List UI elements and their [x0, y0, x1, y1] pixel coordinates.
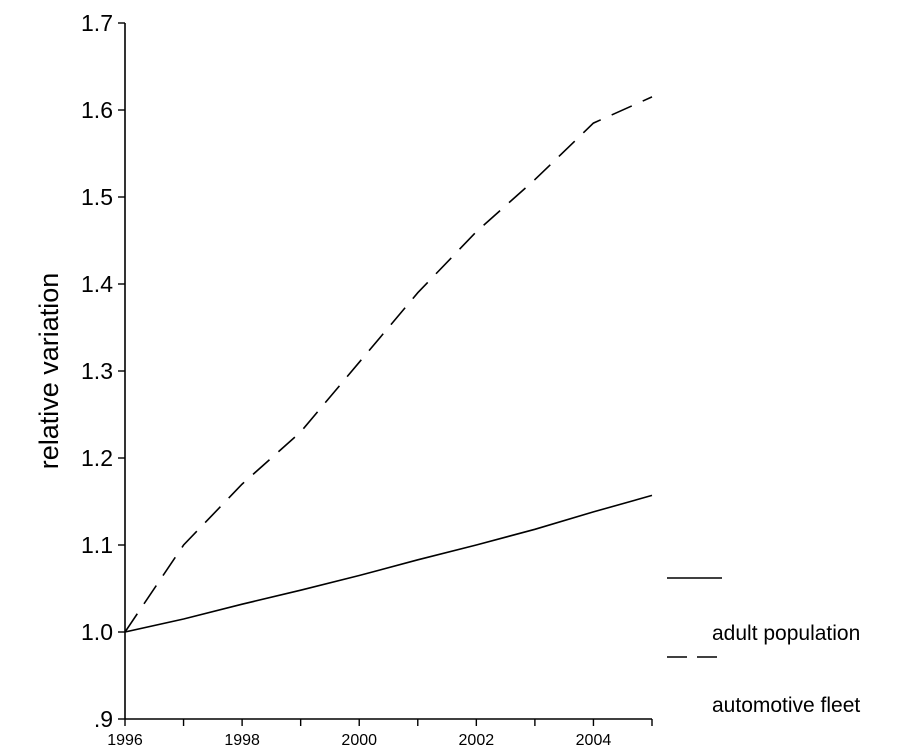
- y-axis: .9 1.0 1.1 1.2 1.3 1.4 1.5 1.6 1.7: [81, 10, 126, 732]
- y-axis-label-group: relative variation: [34, 273, 64, 470]
- series-line-adult-population: [124, 494, 653, 633]
- y-tick-label: 1.4: [81, 271, 113, 297]
- series-line-automotive-fleet: [124, 96, 653, 633]
- legend-label: automotive fleet: [712, 694, 860, 717]
- y-axis-label: relative variation: [34, 273, 64, 470]
- y-tick-label: 1.2: [81, 445, 113, 471]
- series-layer: [124, 96, 653, 633]
- y-tick-label: 1.0: [81, 619, 113, 645]
- y-tick-label: 1.6: [81, 97, 113, 123]
- legend: adult population automotive fleet: [667, 577, 860, 717]
- x-tick-label: 1996: [107, 732, 143, 749]
- x-axis: 1996 1998 2000 2002 2004: [107, 718, 653, 749]
- y-tick-label: 1.1: [81, 532, 113, 558]
- x-tick-label: 2002: [459, 732, 495, 749]
- x-tick-label: 1998: [224, 732, 260, 749]
- y-tick-label: 1.3: [81, 358, 113, 384]
- y-tick-label: .9: [94, 706, 113, 732]
- x-tick-label: 2004: [576, 732, 612, 749]
- x-tick-label: 2000: [341, 732, 377, 749]
- y-tick-label: 1.5: [81, 184, 113, 210]
- y-tick-label: 1.7: [81, 10, 113, 36]
- legend-label: adult population: [712, 622, 860, 645]
